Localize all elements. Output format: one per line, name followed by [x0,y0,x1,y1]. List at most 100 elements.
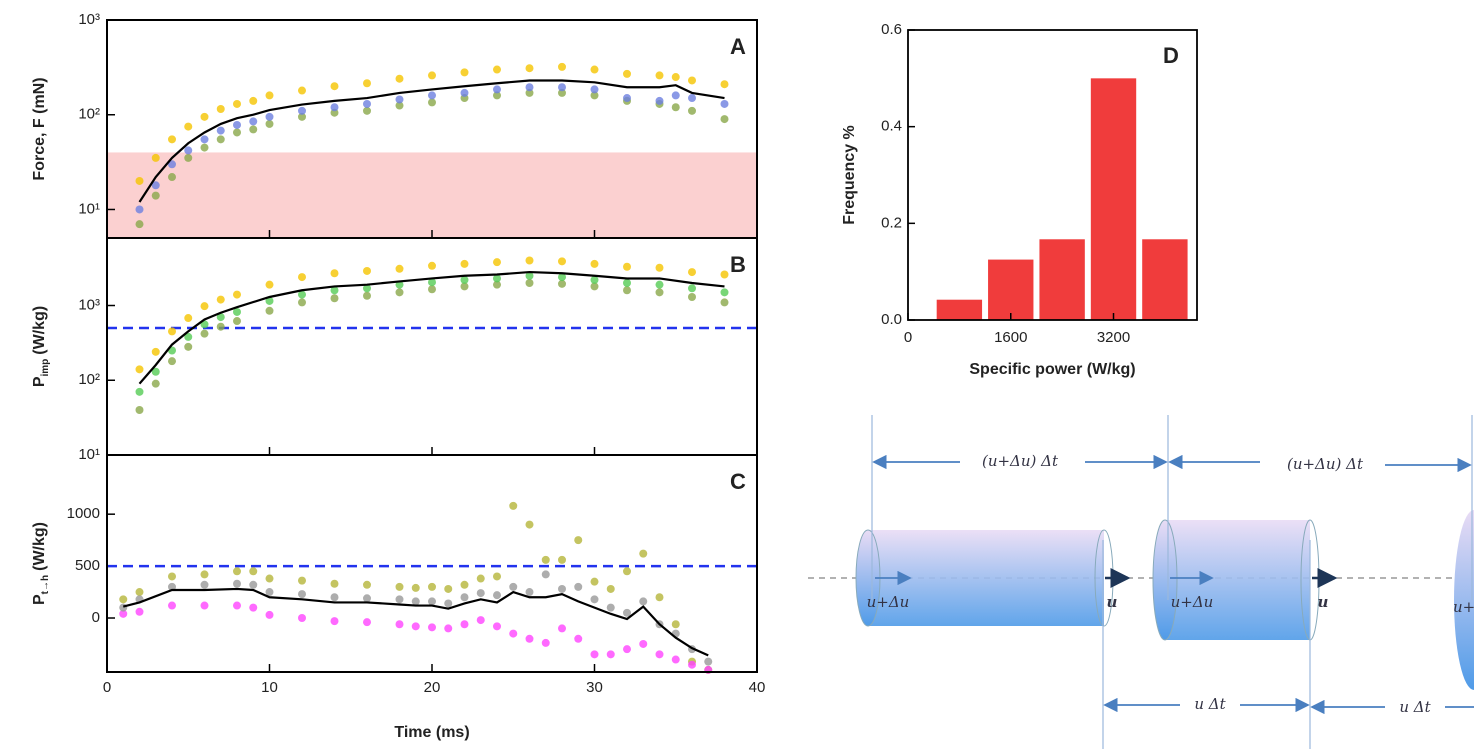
data-point [363,266,371,275]
y-tick-label: 0.2 [881,214,902,231]
data-point [590,275,599,284]
data-point [623,262,631,271]
data-point [233,317,241,326]
data-point [298,298,306,307]
data-point [428,71,436,80]
data-point [671,620,680,629]
data-point [704,657,713,666]
data-point [655,71,664,80]
data-point [428,91,436,100]
data-point [168,601,176,610]
data-point [298,86,306,95]
y-tick-label: 10³ [78,296,100,313]
data-point [493,258,501,267]
data-point [590,282,599,291]
data-point [493,572,501,581]
bar [988,259,1034,320]
data-point [623,94,631,103]
y-tick-label: 10¹ [78,446,100,463]
data-point [200,135,209,144]
outlet-label: u [1107,593,1118,611]
data-point [395,101,404,110]
data-point [623,608,631,617]
panel: 0.0 0.2 0.4 0.6 0 1600 3200 D Specific power (W/… [841,21,1198,378]
y-axis-label: Frequency % [841,125,858,225]
data-point [216,104,225,113]
data-point [168,572,176,581]
data-point [639,639,648,648]
panel-letter: C [730,469,746,494]
data-point [688,284,696,293]
x-tick-label: 0 [103,679,111,696]
data-point [168,582,176,591]
data-point [249,567,258,576]
data-point [135,220,144,229]
guides [871,415,1473,749]
data-point [265,574,274,583]
data-point [574,582,583,591]
data-point [184,314,193,323]
data-point [525,64,534,73]
data-point [200,570,209,579]
data-point [688,106,696,115]
data-point [623,645,631,654]
data-point [184,122,193,131]
data-point [671,655,680,664]
data-point [444,599,453,608]
data-point [558,279,566,288]
cylinder [1454,510,1474,690]
data-point [460,68,469,77]
data-point [265,112,274,121]
span-arrows [872,454,1474,715]
span-label: u Δt [1194,695,1226,713]
data-point [720,288,729,297]
data-point [574,634,583,643]
data-point [428,261,436,270]
data-point [623,69,631,78]
data-point [460,88,469,97]
x-axis-label: Specific power (W/kg) [969,361,1135,378]
data-point [233,307,241,316]
data-point [460,282,469,291]
data-point [590,91,599,100]
x-axis-label: Time (ms) [394,724,469,741]
data-point [330,593,339,602]
data-point [265,306,274,315]
x-tick-label: 10 [261,679,278,696]
data-point [249,117,258,126]
data-point [525,271,534,280]
cylinder [855,529,1114,627]
data-point [184,342,193,351]
data-point [525,520,534,529]
y-axis-label: Force, F (mN) [31,77,48,180]
data-point [200,580,209,589]
data-point [151,153,160,162]
data-point [411,597,420,606]
y-tick-label: 1000 [67,505,100,522]
data-point [395,620,404,629]
inlet-label: u+Δu [867,593,910,611]
data-point [460,275,469,284]
data-point [688,94,696,103]
data-point [330,82,339,91]
data-point [151,379,160,388]
data-point [606,603,615,612]
data-point [623,279,631,288]
data-point [525,83,534,92]
cylinder [1152,519,1320,641]
data-point [558,88,566,97]
data-point [330,579,339,588]
data-point [428,582,436,591]
data-point [298,106,306,115]
data-point [688,268,696,277]
data-point [720,80,729,89]
data-point [200,601,209,610]
diagram: (u+Δu) Δt (u+Δu) Δt u Δt u Δt u+Δu u+Δu … [808,415,1474,749]
data-point [655,263,664,272]
data-point [184,332,193,341]
data-point [460,580,469,589]
x-tick-label: 30 [586,679,603,696]
data-point [298,290,306,299]
data-point [330,286,339,295]
data-point [135,365,144,374]
